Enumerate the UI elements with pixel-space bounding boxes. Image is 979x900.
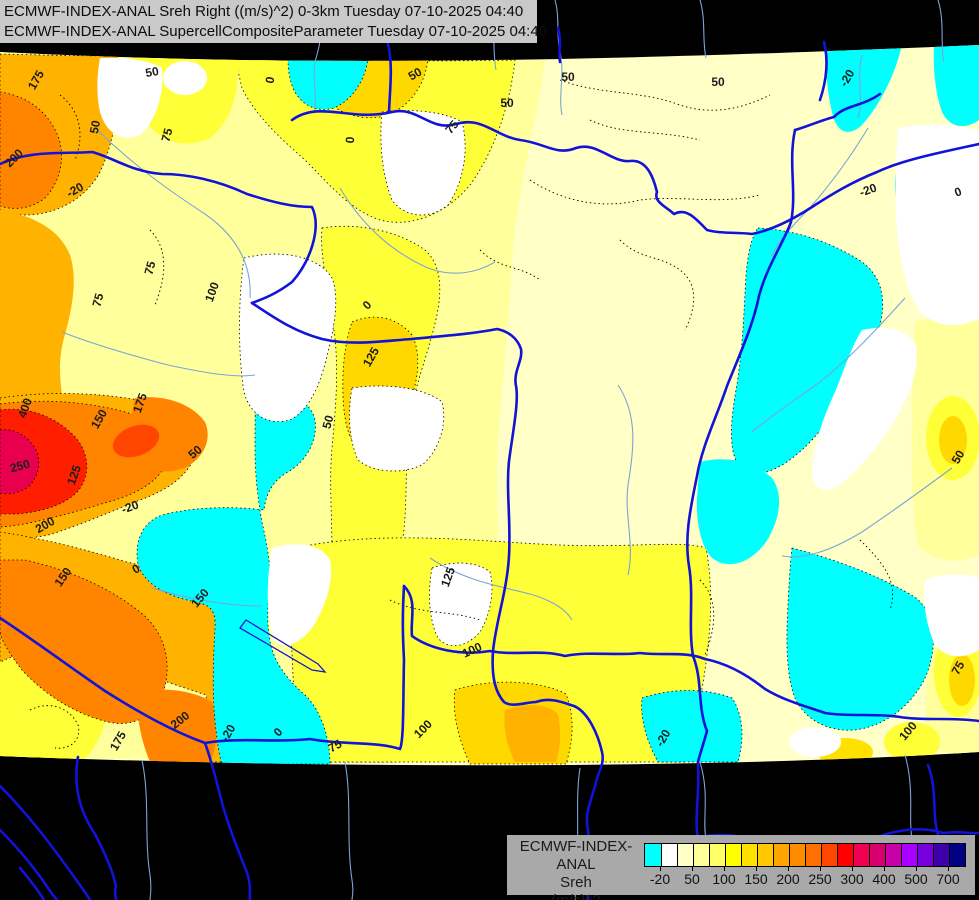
legend-tick (660, 866, 661, 871)
legend-tick-label: 300 (840, 871, 864, 887)
legend-title: ECMWF-INDEX-ANAL (519, 838, 633, 873)
legend-swatch (949, 844, 965, 866)
legend-swatch (757, 844, 773, 866)
legend-units: (m/s)^2 (509, 892, 643, 900)
legend-swatch (933, 844, 949, 866)
legend-parameter: Sreh (560, 874, 592, 891)
legend-swatch (821, 844, 837, 866)
legend-tick (756, 866, 757, 871)
legend-swatch (869, 844, 885, 866)
legend-tick-label: 400 (872, 871, 896, 887)
legend-swatch (725, 844, 741, 866)
legend-swatch (645, 844, 661, 866)
legend-tick (852, 866, 853, 871)
legend-tick (724, 866, 725, 871)
legend-tick-label: -20 (649, 871, 671, 887)
borders (0, 26, 979, 900)
north-border (290, 109, 979, 236)
legend-swatch (773, 844, 789, 866)
legend-tick-label: 50 (684, 871, 700, 887)
legend-swatch (885, 844, 901, 866)
legend-tick-label: 150 (744, 871, 768, 887)
legend-tick-label: 100 (712, 871, 736, 887)
contour-lines (29, 79, 894, 749)
legend-text-block: ECMWF-INDEX-ANAL Sreh (m/s)^2 (509, 838, 643, 900)
danube-river (250, 301, 604, 900)
legend-tick-label: 700 (936, 871, 960, 887)
adriatic-coast (0, 784, 92, 900)
legend-tick (820, 866, 821, 871)
legend-swatch (661, 844, 677, 866)
legend-tick (692, 866, 693, 871)
legend-swatch (853, 844, 869, 866)
field-blobs (0, 45, 979, 766)
tisza-river (686, 128, 797, 840)
lake-balaton (239, 619, 327, 673)
west-danube (0, 150, 317, 305)
legend-swatch (789, 844, 805, 866)
legend-swatch (741, 844, 757, 866)
legend-swatch (901, 844, 917, 866)
legend-box: ECMWF-INDEX-ANAL Sreh (m/s)^2 -20 50 100 15… (507, 835, 975, 900)
legend-swatch (693, 844, 709, 866)
legend-swatch (837, 844, 853, 866)
drava-border (402, 584, 979, 723)
legend-tick (884, 866, 885, 871)
legend-swatch (917, 844, 933, 866)
legend-swatch (709, 844, 725, 866)
legend-tick-label: 250 (808, 871, 832, 887)
legend-swatch (677, 844, 693, 866)
legend-tick-label: 500 (904, 871, 928, 887)
title-line-2: ECMWF-INDEX-ANAL SupercellCompositeParam… (4, 23, 548, 40)
legend-tick (948, 866, 949, 871)
legend-tick (788, 866, 789, 871)
southwest-border (0, 616, 252, 900)
title-bar: ECMWF-INDEX-ANAL Sreh Right ((m/s)^2) 0-… (0, 0, 548, 43)
legend-tick (916, 866, 917, 871)
legend-swatch (805, 844, 821, 866)
legend-colorbar (644, 843, 966, 867)
title-line-1: ECMWF-INDEX-ANAL Sreh Right ((m/s)^2) 0-… (4, 3, 524, 20)
legend-tick-label: 200 (776, 871, 800, 887)
